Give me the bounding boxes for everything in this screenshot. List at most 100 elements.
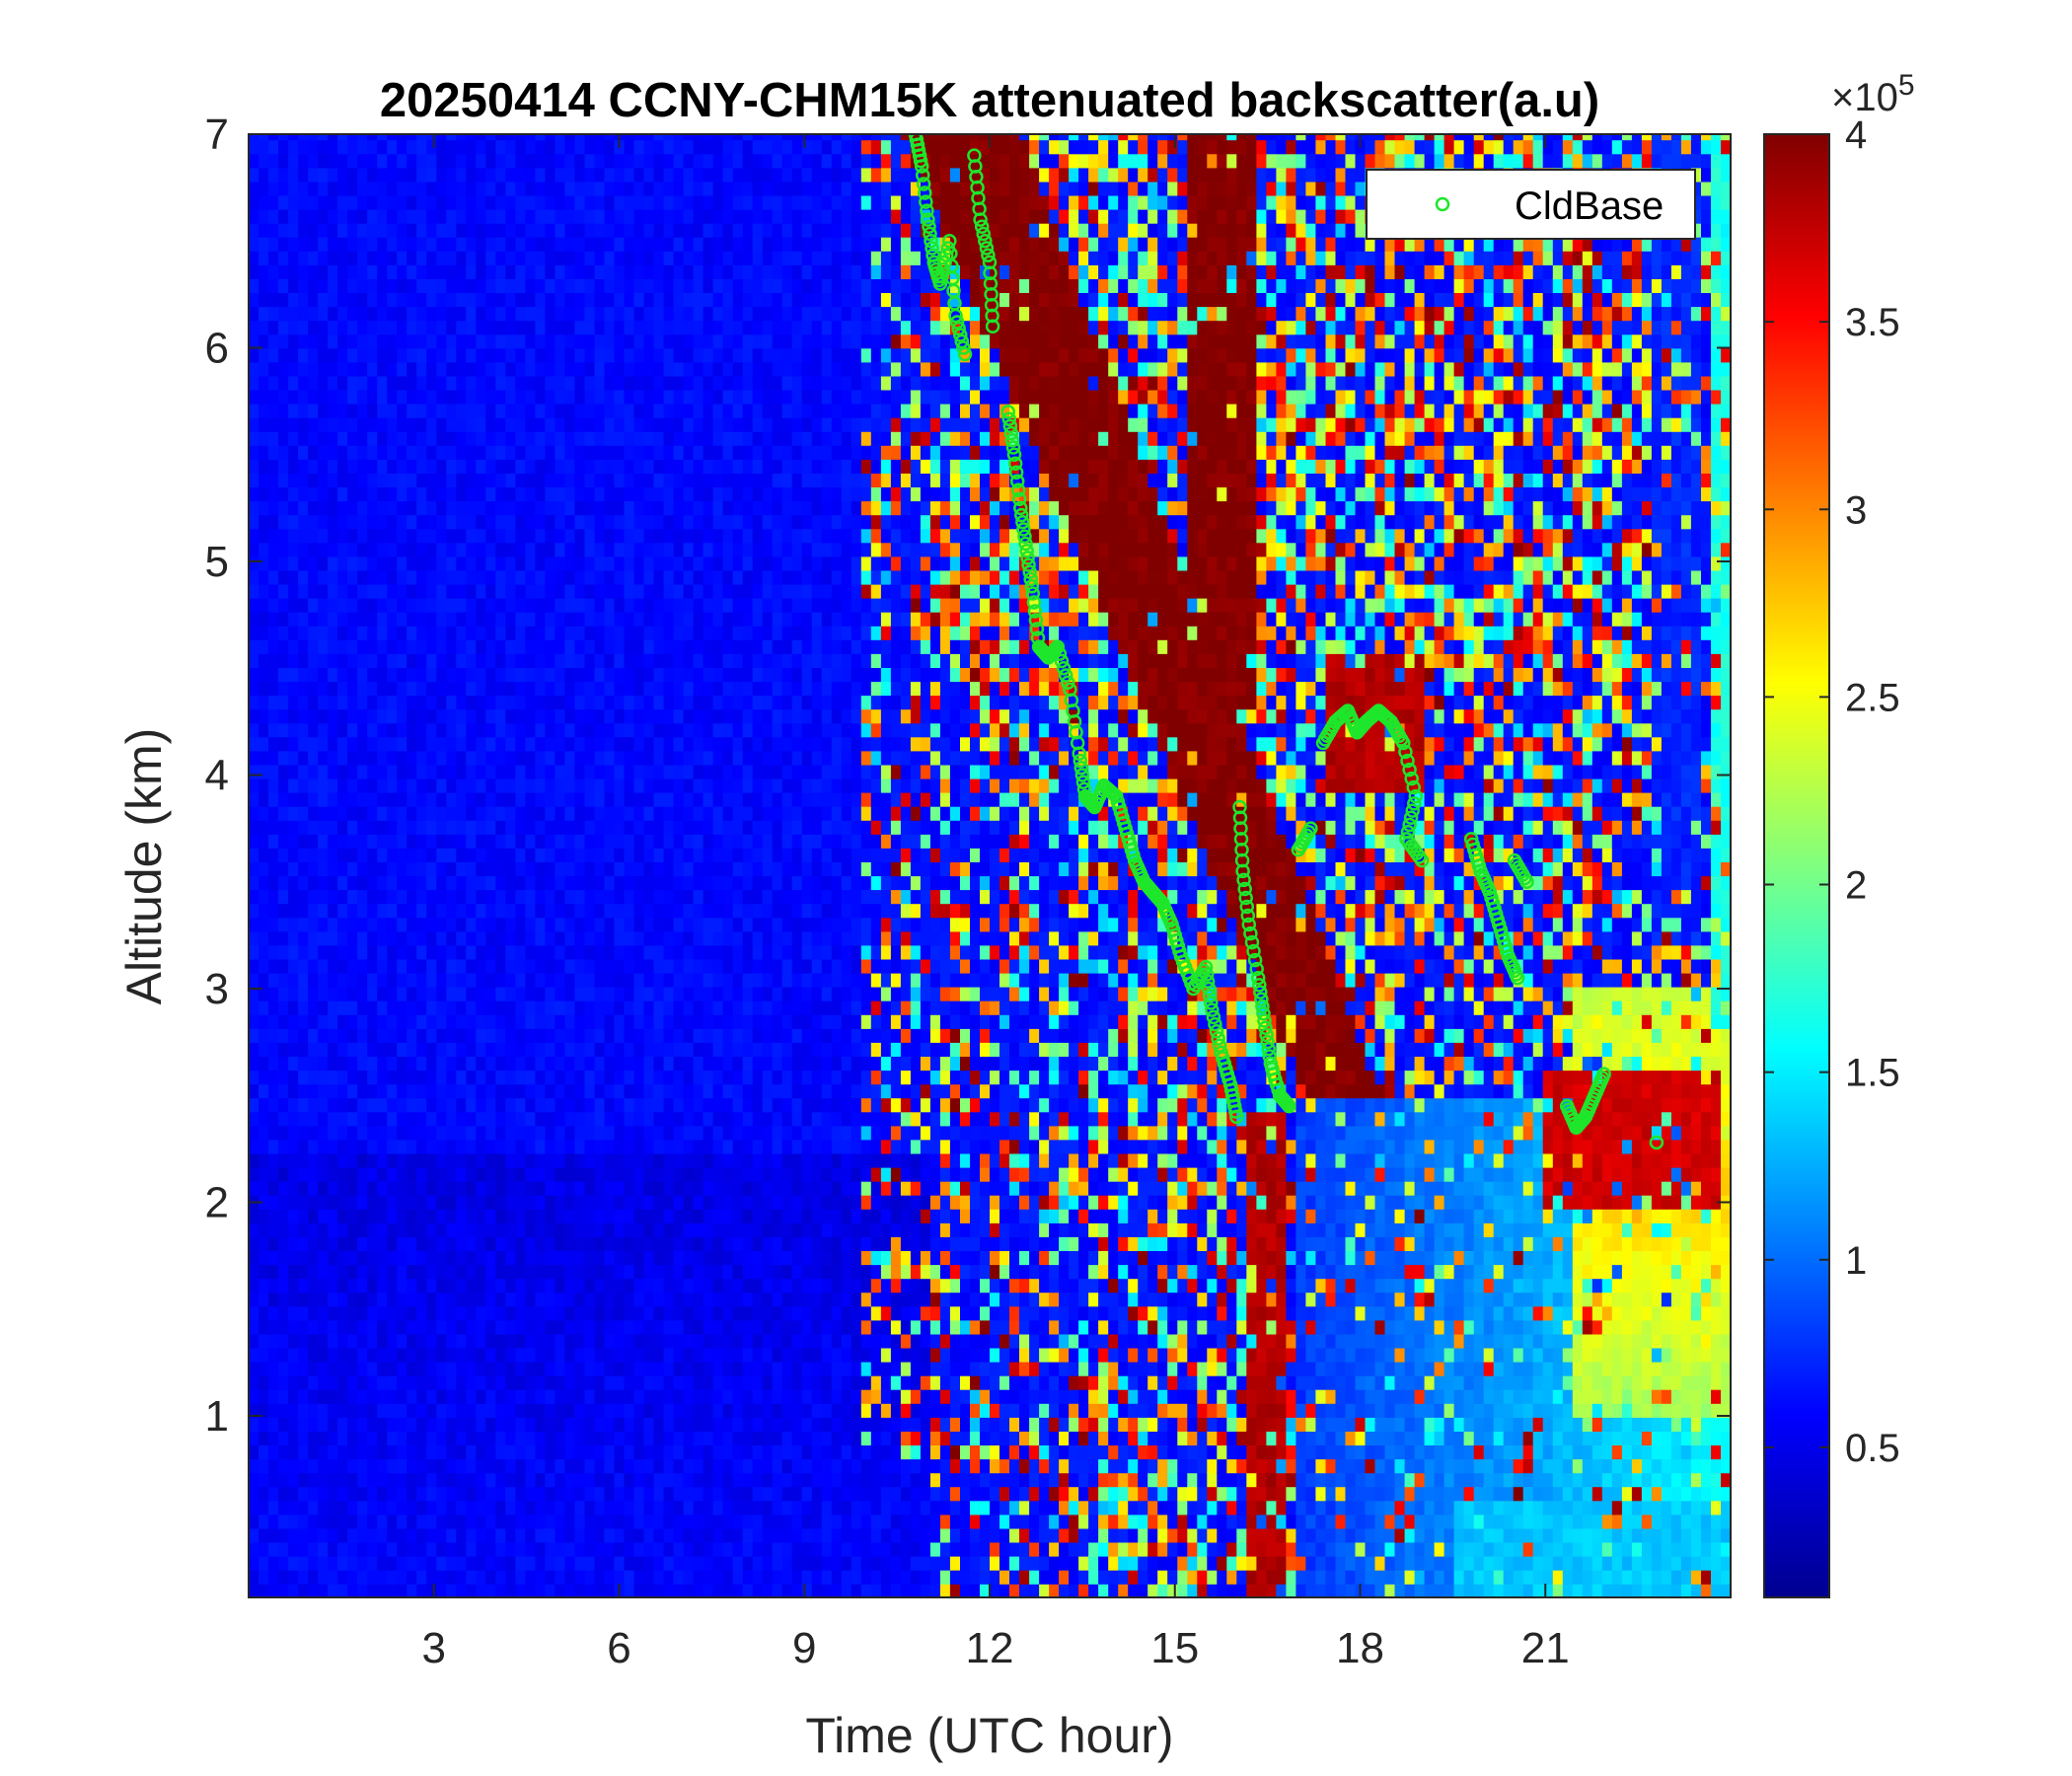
heatmap-cell — [416, 681, 427, 697]
heatmap-cell — [466, 500, 478, 516]
heatmap-cell — [574, 1444, 586, 1460]
heatmap-cell — [446, 445, 458, 460]
heatmap-cell — [633, 1097, 645, 1113]
heatmap-cell — [564, 403, 576, 418]
heatmap-cell — [456, 194, 468, 210]
heatmap-cell — [278, 1374, 289, 1390]
heatmap-cell — [574, 1083, 586, 1099]
heatmap-cell — [298, 292, 309, 308]
heatmap-cell — [476, 1527, 487, 1543]
heatmap-cell — [446, 944, 458, 960]
heatmap-cell — [653, 1125, 665, 1141]
heatmap-cell — [387, 1278, 398, 1294]
heatmap-cell — [288, 1431, 299, 1445]
heatmap-cell — [505, 1222, 517, 1237]
heatmap-cell — [387, 1292, 398, 1307]
heatmap-cell — [328, 208, 338, 224]
heatmap-cell — [446, 278, 458, 293]
heatmap-cell — [466, 134, 478, 141]
heatmap-cell — [653, 1236, 665, 1251]
heatmap-cell — [268, 139, 279, 155]
heatmap-cell — [624, 681, 635, 697]
heatmap-cell — [357, 861, 368, 877]
heatmap-cell — [584, 625, 596, 640]
heatmap-cell — [525, 403, 537, 418]
heatmap-cell — [347, 917, 358, 932]
heatmap-cell — [564, 292, 576, 308]
heatmap-cell — [505, 416, 517, 432]
heatmap-cell — [446, 1347, 458, 1363]
heatmap-cell — [407, 1180, 417, 1196]
heatmap-cell — [259, 1111, 269, 1127]
heatmap-cell — [288, 194, 299, 210]
heatmap-cell — [278, 1569, 289, 1585]
heatmap-cell — [466, 1125, 478, 1141]
heatmap-cell — [555, 542, 566, 557]
heatmap-cell — [693, 1180, 704, 1196]
heatmap-cell — [328, 1139, 338, 1154]
heatmap-cell — [446, 1305, 458, 1321]
heatmap-cell — [485, 917, 497, 932]
heatmap-cell — [387, 1486, 398, 1502]
heatmap-cell — [407, 1583, 417, 1597]
heatmap-cell — [703, 1236, 714, 1251]
heatmap-cell — [525, 1180, 537, 1196]
heatmap-cell — [712, 1514, 724, 1529]
heatmap-cell — [663, 1555, 675, 1571]
heatmap-cell — [476, 930, 487, 946]
heatmap-cell — [683, 1083, 695, 1099]
heatmap-cell — [357, 1555, 368, 1571]
heatmap-cell — [535, 653, 547, 668]
heatmap-cell — [426, 999, 437, 1015]
heatmap-cell — [456, 1472, 468, 1488]
heatmap-cell — [485, 500, 497, 516]
heatmap-cell — [663, 416, 675, 432]
heatmap-cell — [288, 1236, 299, 1251]
heatmap-cell — [594, 264, 606, 279]
heatmap-cell — [436, 459, 448, 474]
heatmap-cell — [584, 1139, 596, 1154]
heatmap-cell — [525, 306, 537, 322]
heatmap-cell — [673, 1374, 685, 1390]
heatmap-cell — [347, 264, 358, 279]
heatmap-cell — [416, 555, 427, 571]
heatmap-cell — [288, 611, 299, 627]
heatmap-cell — [416, 1555, 427, 1571]
heatmap-cell — [298, 1431, 309, 1445]
heatmap-cell — [328, 736, 338, 752]
heatmap-cell — [387, 1388, 398, 1404]
heatmap-cell — [416, 1472, 427, 1488]
heatmap-cell — [545, 1361, 556, 1376]
heatmap-cell — [584, 1347, 596, 1363]
heatmap-cell — [545, 236, 556, 252]
heatmap-cell — [525, 222, 537, 238]
heatmap-cell — [367, 834, 378, 849]
heatmap-cell — [367, 1486, 378, 1502]
heatmap-cell — [495, 958, 507, 974]
heatmap-cell — [624, 764, 635, 779]
heatmap-cell — [328, 473, 338, 487]
heatmap-cell — [683, 134, 695, 141]
heatmap-cell — [594, 986, 606, 1001]
heatmap-cell — [268, 208, 279, 224]
heatmap-cell — [505, 875, 517, 891]
heatmap-cell — [564, 569, 576, 585]
heatmap-cell — [456, 430, 468, 446]
heatmap-cell — [505, 1264, 517, 1280]
heatmap-cell — [476, 1555, 487, 1571]
heatmap-cell — [456, 222, 468, 238]
heatmap-cell — [298, 639, 309, 654]
heatmap-cell — [466, 1500, 478, 1516]
heatmap-cell — [416, 708, 427, 724]
heatmap-cell — [249, 1319, 259, 1335]
heatmap-cell — [377, 403, 388, 418]
heatmap-cell — [564, 1292, 576, 1307]
heatmap-cell — [308, 208, 319, 224]
heatmap-cell — [337, 1569, 348, 1585]
heatmap-cell — [624, 597, 635, 613]
heatmap-cell — [555, 208, 566, 224]
heatmap-cell — [703, 903, 714, 919]
heatmap-cell — [367, 222, 378, 238]
heatmap-cell — [466, 1569, 478, 1585]
heatmap-cell — [249, 486, 259, 502]
